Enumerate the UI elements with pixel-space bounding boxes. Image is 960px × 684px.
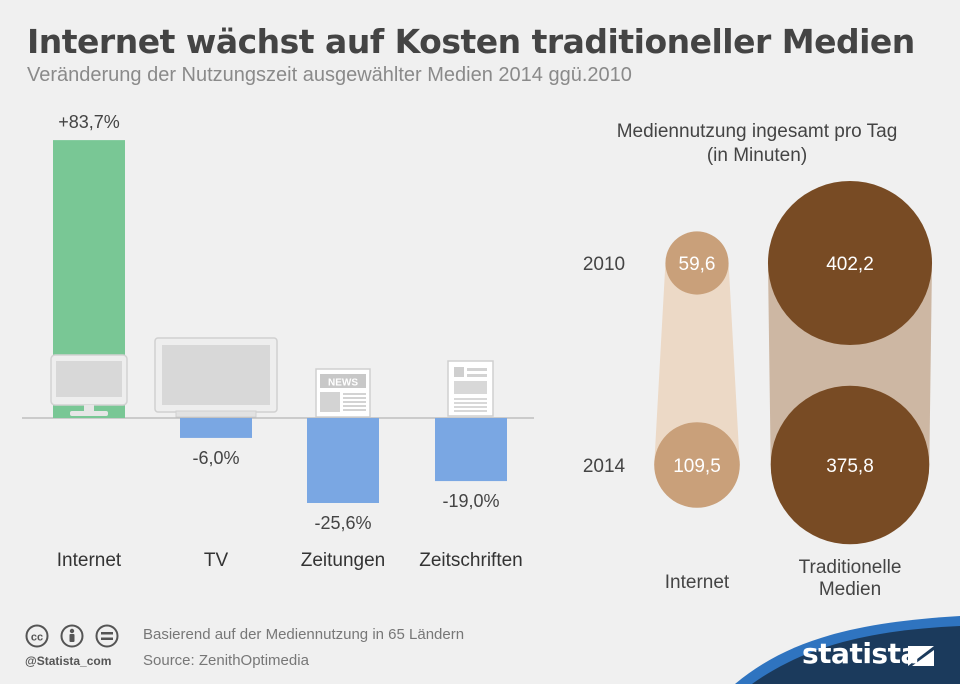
connector-band [654, 263, 740, 465]
bar-tv [180, 418, 252, 438]
series-label: Traditionelle [799, 557, 902, 578]
data-label: +83,7% [58, 112, 120, 132]
bubble-chart-title-unit: (in Minuten) [707, 145, 807, 166]
category-label: Zeitschriften [419, 550, 522, 571]
bar-chart: +83,7% Internet -6,0% TV -25,6% Zeitungen -19,… [22, 112, 534, 571]
statista-logo-icon [908, 646, 934, 666]
attribution-icon [60, 624, 84, 648]
footer-note: Basierend auf der Mediennutzung in 65 Lä… [143, 626, 465, 643]
data-label: -19,0% [442, 491, 499, 511]
bar-zeitschriften [435, 418, 507, 482]
statista-logo[interactable]: statista [802, 637, 919, 670]
svg-text:NEWS: NEWS [328, 378, 358, 389]
series-label: Internet [665, 572, 730, 593]
bubble [770, 385, 930, 545]
year-label-2010: 2010 [583, 254, 625, 275]
series-label: Medien [819, 579, 881, 600]
bubble-chart-title: Mediennutzung ingesamt pro Tag [617, 121, 898, 142]
category-label: Internet [57, 550, 122, 571]
year-label-2014: 2014 [583, 456, 626, 477]
bubble [767, 180, 933, 346]
newspaper-icon: NEWS [315, 368, 371, 418]
bubble-value-label: 59,6 [679, 254, 716, 275]
category-label: Zeitungen [301, 550, 386, 571]
bubble-value-label: 109,5 [673, 456, 721, 477]
bubble [654, 422, 740, 508]
bubble-value-label: 375,8 [826, 456, 874, 477]
license-icons: cc [25, 624, 119, 648]
monitor-icon [50, 354, 128, 416]
tv-icon [154, 337, 278, 418]
magazine-icon [447, 360, 494, 417]
bubble-value-label: 402,2 [826, 254, 874, 275]
no-derivatives-icon [95, 624, 119, 648]
bubble [665, 231, 729, 295]
brand-band [735, 616, 960, 684]
svg-text:cc: cc [31, 632, 43, 644]
bar-zeitungen [307, 418, 379, 503]
chart-title: Internet wächst auf Kosten traditionelle… [27, 22, 915, 61]
bubble-chart: Mediennutzung ingesamt pro Tag (in Minute… [583, 121, 933, 600]
data-label: -6,0% [192, 448, 239, 468]
cc-icon: cc [25, 624, 49, 648]
statista-handle: @Statista_com [25, 654, 112, 668]
category-label: TV [204, 550, 229, 571]
chart-subtitle: Veränderung der Nutzungszeit ausgewählte… [27, 64, 632, 86]
data-label: -25,6% [314, 513, 371, 533]
footer-source: Source: ZenithOptimedia [143, 652, 309, 669]
